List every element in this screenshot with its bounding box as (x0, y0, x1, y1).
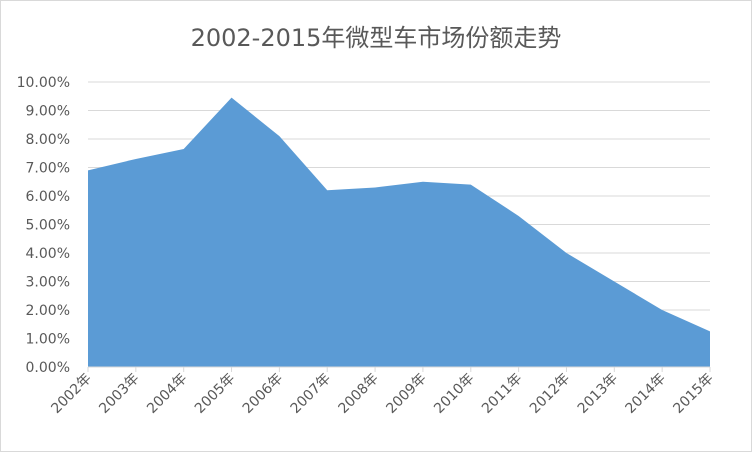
x-tick-label: 2015年 (670, 371, 716, 417)
y-axis-ticks: 0.00% 1.00% 2.00% 3.00% 4.00% 5.00% 6.00% 7.00%… (17, 75, 70, 376)
x-tick-label: 2008年 (335, 371, 381, 417)
y-tick-label: 9.00% (26, 104, 70, 120)
x-tick-label: 2012年 (527, 371, 573, 417)
y-tick-label: 4.00% (26, 246, 70, 262)
x-tick-label: 2014年 (623, 371, 669, 417)
y-tick-label: 2.00% (26, 303, 70, 319)
y-tick-label: 0.00% (26, 360, 70, 376)
x-tick-label: 2004年 (144, 371, 190, 417)
x-tick-label: 2005年 (192, 371, 238, 417)
y-tick-label: 6.00% (26, 189, 70, 205)
y-tick-label: 7.00% (26, 161, 70, 177)
x-tick-label: 2013年 (575, 371, 621, 417)
x-tick-label: 2006年 (240, 371, 286, 417)
chart-title: 2002-2015年微型车市场份额走势 (190, 24, 562, 52)
area-fill (88, 97, 710, 368)
x-tick-label: 2002年 (48, 371, 94, 417)
x-tick-label: 2007年 (288, 371, 334, 417)
y-tick-label: 1.00% (26, 332, 70, 348)
y-tick-label: 3.00% (26, 275, 70, 291)
x-tick-label: 2003年 (96, 371, 142, 417)
y-tick-label: 5.00% (26, 218, 70, 234)
y-tick-label: 8.00% (26, 132, 70, 148)
area-series (88, 97, 710, 368)
y-tick-label: 10.00% (17, 75, 70, 91)
x-tick-label: 2010年 (431, 371, 477, 417)
x-tick-label: 2009年 (383, 371, 429, 417)
x-tick-label: 2011年 (479, 371, 525, 417)
x-axis-ticks: 2002年 2003年 2004年 2005年 2006年 2007年 2008年 2009年… (48, 366, 717, 417)
